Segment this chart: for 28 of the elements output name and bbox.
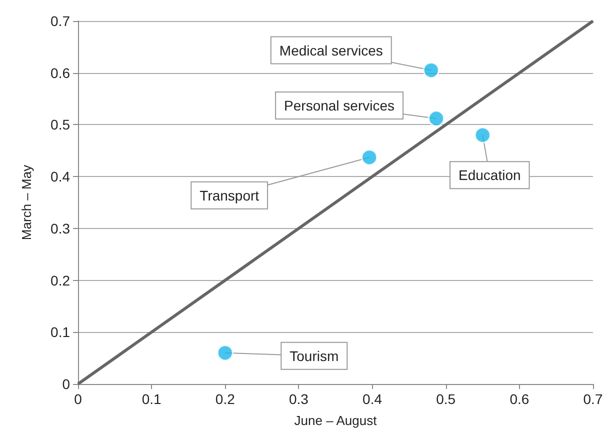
point	[422, 62, 440, 79]
point	[474, 126, 491, 144]
y-tick-label: 0	[62, 376, 70, 392]
annotation: Medical services	[279, 42, 383, 58]
x-tick-label: 0.7	[583, 391, 603, 407]
y-tick-label: 0.4	[50, 168, 70, 185]
point	[361, 149, 378, 166]
annotation: Tourism	[290, 348, 339, 364]
x-tick-label: 0.5	[436, 391, 456, 407]
annotation: Personal services	[284, 97, 395, 114]
y-tick-label: 0.7	[50, 13, 70, 29]
x-axis-title: June – August	[294, 413, 378, 428]
y-axis-title: March – May	[19, 164, 34, 240]
x-tick-label: 0.3	[288, 391, 309, 407]
y-tick-label: 0.5	[50, 116, 70, 133]
annotation: Transport	[200, 187, 260, 204]
x-tick-label: 0.1	[142, 391, 162, 407]
x-tick-label: 0	[74, 391, 82, 407]
point	[428, 110, 445, 127]
x-tick-label: 0.4	[362, 391, 382, 407]
y-tick-label: 0.6	[50, 64, 70, 81]
x-tick-label: 0.2	[215, 391, 236, 407]
y-tick-label: 0.3	[50, 220, 70, 236]
point	[216, 344, 234, 362]
annotation: Education	[458, 167, 521, 184]
y-tick-label: 0.1	[50, 324, 70, 340]
y-tick-label: 0.2	[50, 272, 70, 288]
x-tick-label: 0.6	[510, 391, 530, 407]
